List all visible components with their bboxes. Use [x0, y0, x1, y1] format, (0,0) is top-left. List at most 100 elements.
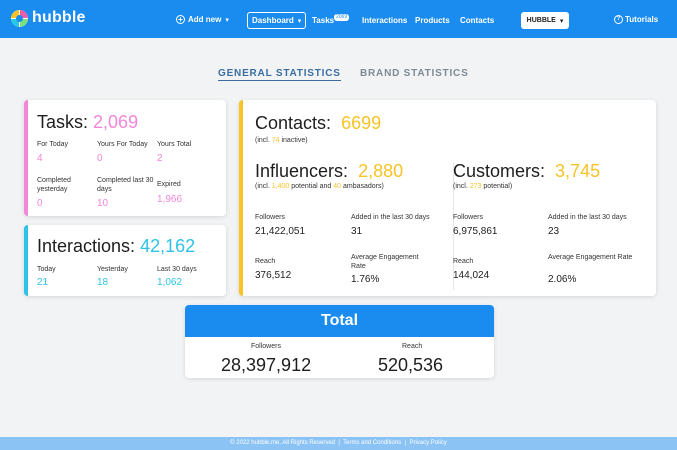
tutorials-label: Tutorials	[625, 15, 659, 24]
influencers-engagement-label: Average Engagement Rate	[351, 254, 419, 270]
customers-note-pre: (incl.	[453, 183, 470, 190]
completed-30-label: Completed last 30 days	[97, 177, 154, 193]
last30-value: 1,062	[157, 277, 183, 288]
tasks-count-badge: 2069	[334, 14, 350, 21]
contacts-heading: Contacts: 6699	[255, 113, 381, 134]
influencers-engagement-value: 1.76%	[351, 274, 380, 285]
customers-added-value: 23	[548, 226, 560, 237]
nav-tasks[interactable]: Tasks	[312, 16, 335, 25]
influencers-title: Influencers:	[255, 161, 349, 181]
influencers-heading: Influencers: 2,880	[255, 161, 403, 182]
contacts-total: 6699	[341, 113, 382, 133]
nav-interactions[interactable]: Interactions	[362, 16, 408, 25]
tab-general-statistics[interactable]: GENERAL STATISTICS	[218, 68, 341, 81]
hubble-logo[interactable]: hubble	[11, 9, 86, 27]
footer: © 2022 hubble.me. All Rights Reserved | …	[0, 437, 677, 450]
logo-text: hubble	[32, 9, 86, 26]
interactions-title: Interactions:	[37, 236, 136, 256]
completed-yesterday-value: 0	[37, 198, 43, 209]
dashboard-menu[interactable]: Dashboard ▾	[247, 12, 307, 29]
total-title: Total	[185, 305, 494, 337]
customers-reach-value: 144,024	[453, 270, 490, 281]
chevron-down-icon: ▾	[225, 16, 229, 24]
last30-label: Last 30 days	[157, 266, 197, 273]
tasks-title: Tasks:	[37, 112, 89, 132]
nav-tutorials[interactable]: ? Tutorials	[614, 15, 658, 24]
customers-total: 3,745	[555, 161, 601, 181]
customers-reach-label: Reach	[453, 258, 474, 265]
influencers-note-mid: potential and	[289, 183, 334, 190]
today-label: Today	[37, 266, 56, 273]
influencers-reach-label: Reach	[255, 258, 276, 265]
completed-yesterday-label: Completed yesterday	[37, 177, 71, 193]
tab-brand-statistics[interactable]: BRAND STATISTICS	[360, 68, 469, 79]
contacts-note-post: inactive)	[279, 137, 308, 144]
top-nav-bar: hubble + Add new ▾ Dashboard ▾ Tasks 206…	[0, 0, 677, 38]
customers-note-post: potential)	[481, 183, 513, 190]
contacts-card: Contacts: 6699 (incl. 74 inactive) Influ…	[239, 100, 656, 296]
influencers-potential-count: 1,400	[271, 183, 290, 190]
yesterday-label: Yesterday	[97, 266, 128, 273]
total-card: Total Followers 28,397,912 Reach 520,536	[185, 305, 494, 378]
add-new-menu[interactable]: + Add new ▾	[176, 15, 229, 24]
footer-privacy-link[interactable]: Privacy Policy	[409, 440, 447, 446]
plus-circle-icon: +	[176, 15, 185, 24]
influencers-ambassadors-count: 40	[333, 183, 342, 190]
customers-followers-value: 6,975,861	[453, 226, 498, 237]
customers-added-label: Added in the last 30 days	[548, 214, 627, 221]
yesterday-value: 18	[97, 277, 109, 288]
for-today-label: For Today	[37, 141, 68, 148]
yours-total-value: 2	[157, 153, 163, 164]
for-today-value: 4	[37, 153, 43, 164]
add-new-label: Add new	[188, 15, 222, 24]
influencers-note-post: ambasadors)	[341, 183, 384, 190]
footer-separator: |	[404, 440, 407, 446]
column-divider	[453, 162, 454, 290]
yours-for-today-value: 0	[97, 153, 103, 164]
expired-value: 1,966	[157, 194, 183, 205]
customers-engagement-label: Average Engagement Rate	[548, 254, 633, 261]
today-value: 21	[37, 277, 49, 288]
influencers-note: (incl. 1,400 potential and 40 ambasadors…	[255, 182, 384, 191]
interactions-heading: Interactions: 42,162	[37, 236, 195, 257]
chevron-down-icon: ▾	[297, 17, 302, 25]
nav-products[interactable]: Products	[415, 16, 450, 25]
chevron-down-icon: ▾	[559, 17, 564, 25]
customers-title: Customers:	[453, 161, 546, 181]
customers-potential-count: 273	[469, 183, 482, 190]
influencers-followers-label: Followers	[255, 214, 285, 221]
influencers-note-pre: (incl.	[255, 183, 272, 190]
footer-separator: |	[338, 440, 340, 446]
total-followers-value: 28,397,912	[221, 355, 312, 375]
influencers-added-value: 31	[351, 226, 363, 237]
brand-select-value: HUBBLE	[526, 17, 556, 24]
nav-contacts[interactable]: Contacts	[460, 16, 495, 25]
contacts-inactive-count: 74	[271, 137, 280, 144]
total-followers-label: Followers	[251, 343, 281, 350]
tasks-total: 2,069	[93, 112, 139, 132]
customers-followers-label: Followers	[453, 214, 483, 221]
influencers-followers-value: 21,422,051	[255, 226, 306, 237]
completed-30-value: 10	[97, 198, 109, 209]
customers-note: (incl. 273 potential)	[453, 182, 512, 191]
dashboard-label: Dashboard	[252, 16, 294, 25]
tasks-card: Tasks: 2,069 For Today 4 Yours For Today…	[24, 100, 226, 216]
yours-for-today-label: Yours For Today	[97, 141, 148, 148]
expired-label: Expired	[157, 181, 181, 188]
contacts-note-pre: (incl.	[255, 137, 272, 144]
footer-terms-link[interactable]: Terms and Conditions	[343, 440, 402, 446]
interactions-card: Interactions: 42,162 Today 21 Yesterday …	[24, 225, 226, 296]
brand-select[interactable]: HUBBLE ▾	[521, 12, 569, 29]
influencers-reach-value: 376,512	[255, 270, 292, 281]
help-circle-icon: ?	[614, 15, 623, 24]
yours-total-label: Yours Total	[157, 141, 192, 148]
total-reach-value: 520,536	[378, 355, 444, 375]
contacts-title: Contacts:	[255, 113, 332, 133]
influencers-added-label: Added in the last 30 days	[351, 214, 430, 221]
influencers-total: 2,880	[358, 161, 404, 181]
total-reach-label: Reach	[402, 343, 423, 350]
contacts-note: (incl. 74 inactive)	[255, 136, 308, 145]
tasks-heading: Tasks: 2,069	[37, 112, 138, 133]
interactions-total: 42,162	[140, 236, 196, 256]
customers-engagement-value: 2.06%	[548, 274, 577, 285]
